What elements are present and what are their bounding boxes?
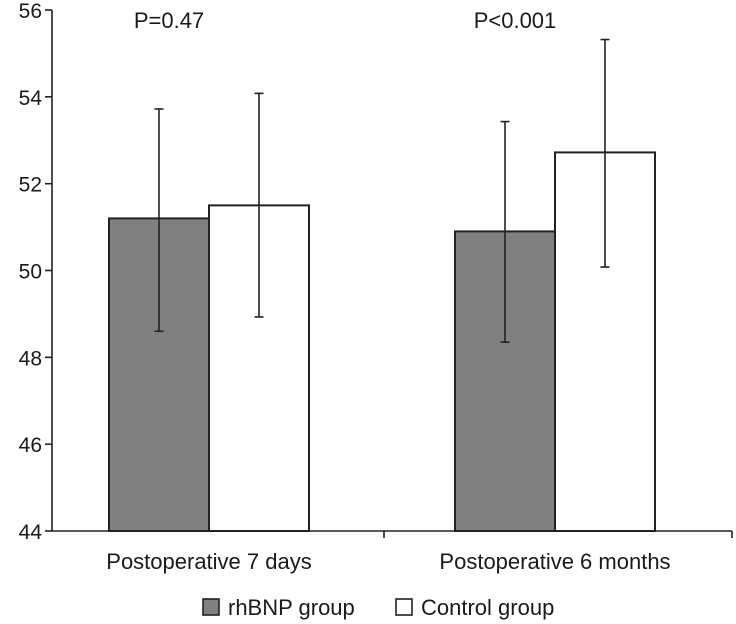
y-tick-label: 52 [19, 174, 42, 197]
legend-swatch-control [395, 598, 413, 616]
y-tick-label: 54 [19, 87, 43, 110]
y-tick-label: 48 [19, 347, 42, 370]
bars [108, 151, 656, 533]
error-bars [154, 38, 610, 343]
y-tick-label: 44 [19, 521, 43, 544]
p-value-annotation: P<0.001 [474, 8, 557, 33]
y-tick-label: 46 [19, 434, 42, 457]
legend-swatch-rhbnp [202, 598, 220, 616]
y-tick-label: 56 [19, 0, 42, 23]
p-value-annotations: P=0.47 P<0.001 [134, 8, 556, 33]
y-axis: 44 46 48 50 52 54 56 [19, 0, 53, 544]
x-axis: Postoperative 7 days Postoperative 6 mont… [52, 530, 733, 574]
x-category-label: Postoperative 7 days [106, 549, 311, 574]
p-value-annotation: P=0.47 [134, 8, 204, 33]
legend-label: rhBNP group [228, 595, 355, 620]
y-tick-label: 50 [19, 261, 42, 284]
x-category-label: Postoperative 6 months [439, 549, 670, 574]
bar-control-6-months [554, 151, 656, 532]
legend: rhBNP group Control group [202, 595, 554, 620]
legend-label: Control group [421, 595, 554, 620]
